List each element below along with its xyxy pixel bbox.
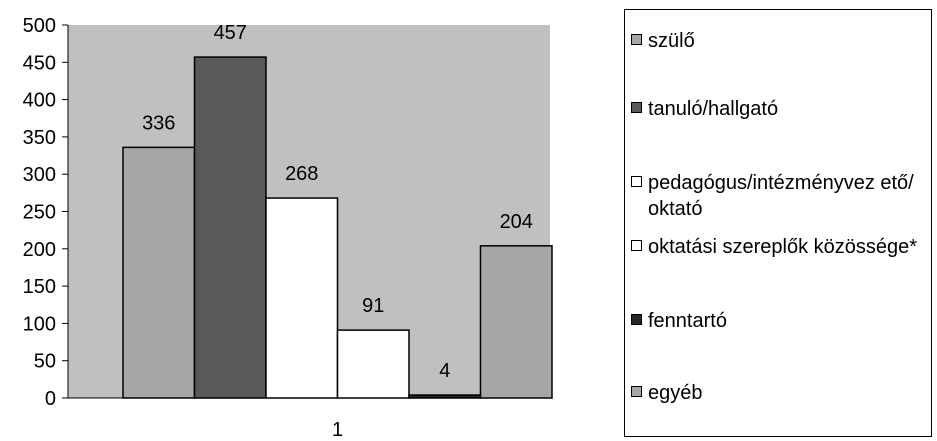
legend-label: tanuló/hallgató — [648, 98, 779, 120]
bar-4 — [336, 329, 410, 399]
legend-item-pedagogus: pedagógus/intézményvez ető/oktató — [631, 170, 931, 222]
legend-label: szülő — [648, 30, 695, 52]
legend-label: fenntartó — [648, 310, 727, 332]
data-label: 204 — [500, 211, 533, 233]
y-tick-label: 300 — [23, 164, 56, 186]
y-axis: 0 50 100 150 200 250 300 350 400 450 500 — [23, 15, 550, 410]
data-label: 4 — [439, 360, 450, 382]
data-label: 457 — [214, 22, 247, 44]
legend: szülő tanuló/hallgató pedagógus/intézmén… — [624, 9, 932, 437]
legend-item-fenntarto: fenntartó — [631, 308, 931, 334]
data-label: 91 — [362, 295, 384, 317]
x-tick-label: 1 — [332, 419, 343, 441]
legend-swatch — [631, 240, 642, 251]
data-label: 336 — [142, 112, 175, 134]
bars — [122, 56, 553, 399]
y-tick-label: 50 — [34, 351, 56, 373]
legend-item-egyeb: egyéb — [631, 380, 931, 406]
legend-swatch — [631, 176, 642, 187]
legend-swatch — [631, 102, 642, 113]
legend-label: pedagógus/intézményvez ető/oktató — [648, 172, 914, 220]
x-axis: 1 — [332, 419, 343, 441]
y-tick-label: 500 — [23, 15, 56, 37]
bar-3 — [265, 197, 339, 399]
legend-swatch — [631, 386, 642, 397]
data-label: 268 — [285, 163, 318, 185]
legend-label: egyéb — [648, 382, 703, 404]
y-tick-label: 250 — [23, 202, 56, 224]
legend-swatch — [631, 314, 642, 325]
y-tick-label: 150 — [23, 276, 56, 298]
legend-item-tanulo: tanuló/hallgató — [631, 96, 931, 122]
y-tick-label: 0 — [45, 388, 56, 410]
legend-swatch — [631, 34, 642, 45]
y-tick-label: 400 — [23, 90, 56, 112]
y-tick-label: 350 — [23, 127, 56, 149]
y-tick-label: 450 — [23, 52, 56, 74]
bar-6 — [479, 245, 553, 399]
data-labels: 336 457 268 91 4 204 — [142, 22, 533, 382]
y-tick-label: 100 — [23, 313, 56, 335]
y-tick-label: 200 — [23, 239, 56, 261]
bar-1 — [122, 146, 196, 399]
legend-label: oktatási szereplők közössége* — [648, 236, 918, 258]
legend-item-szulo: szülő — [631, 28, 931, 54]
bar-2 — [193, 56, 267, 399]
bar-5 — [408, 394, 482, 399]
legend-item-kozosseg: oktatási szereplők közössége* — [631, 234, 931, 260]
